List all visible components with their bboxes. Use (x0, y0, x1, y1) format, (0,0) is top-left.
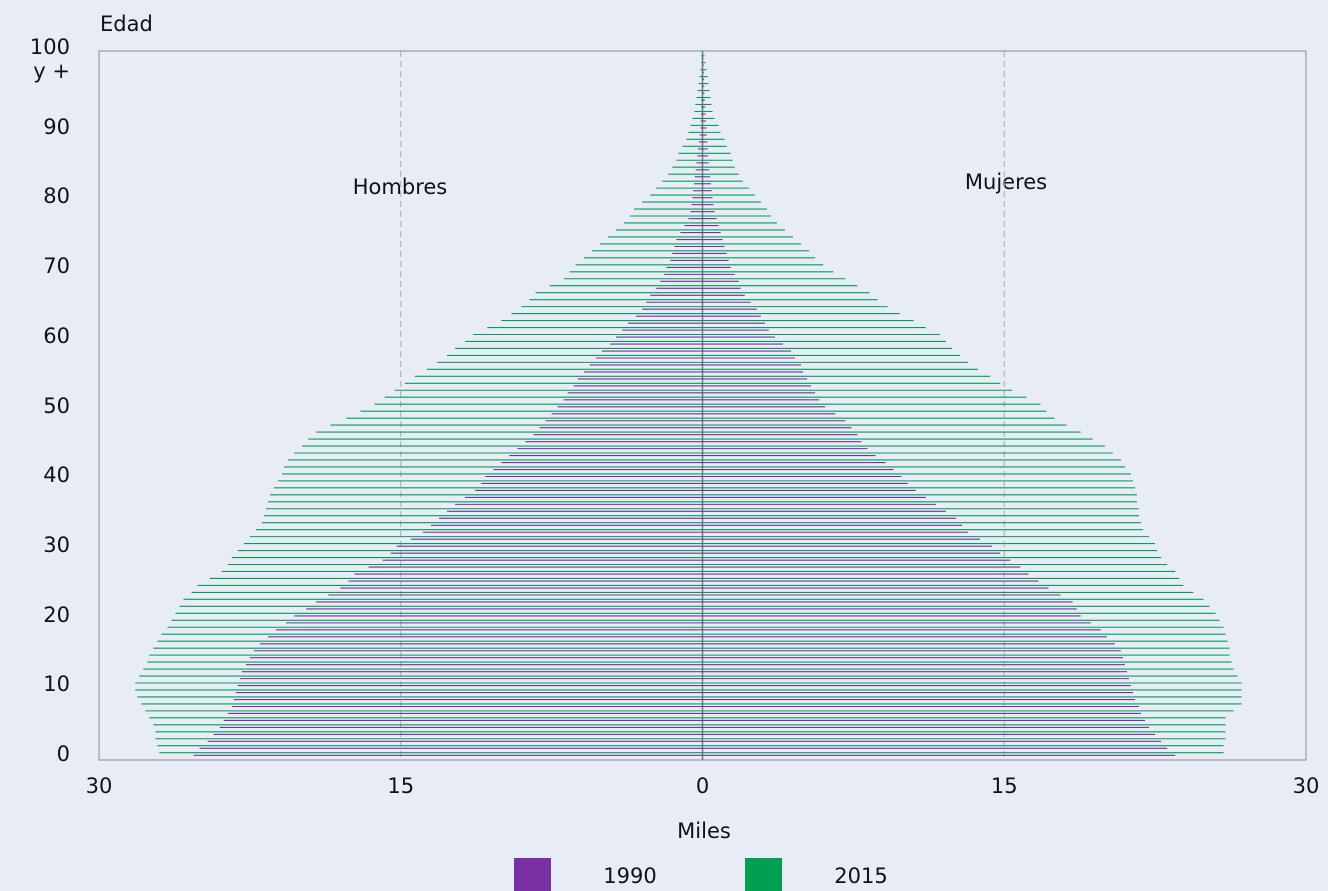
x-tick-label: 15 (387, 774, 414, 798)
x-tick-label: 30 (1293, 774, 1320, 798)
y-axis-label: Edad (100, 12, 153, 36)
legend-label: 1990 (603, 864, 656, 888)
legend-label: 2015 (834, 864, 887, 888)
y-tick-label: 70 (43, 254, 70, 279)
y-tick-label: 60 (43, 323, 70, 348)
y-tick-label: 100 y + (29, 35, 70, 83)
y-tick-label: 20 (43, 602, 70, 627)
x-tick-label: 30 (86, 774, 113, 798)
annotation: Mujeres (965, 170, 1047, 194)
y-tick-label: 0 (56, 742, 70, 766)
y-tick-label: 80 (43, 184, 70, 209)
y-tick-label: 40 (43, 463, 70, 488)
y-tick-label: 10 (43, 672, 70, 697)
x-tick-label: 15 (991, 774, 1018, 798)
legend-swatch (745, 858, 782, 891)
legend-swatch (514, 858, 551, 891)
y-tick-label: 90 (43, 114, 70, 139)
annotation: Hombres (353, 175, 447, 199)
y-tick-label: 50 (43, 393, 70, 418)
x-axis-label: Miles (677, 819, 731, 843)
x-tick-label: 0 (696, 774, 709, 798)
y-tick-label: 30 (43, 532, 70, 557)
